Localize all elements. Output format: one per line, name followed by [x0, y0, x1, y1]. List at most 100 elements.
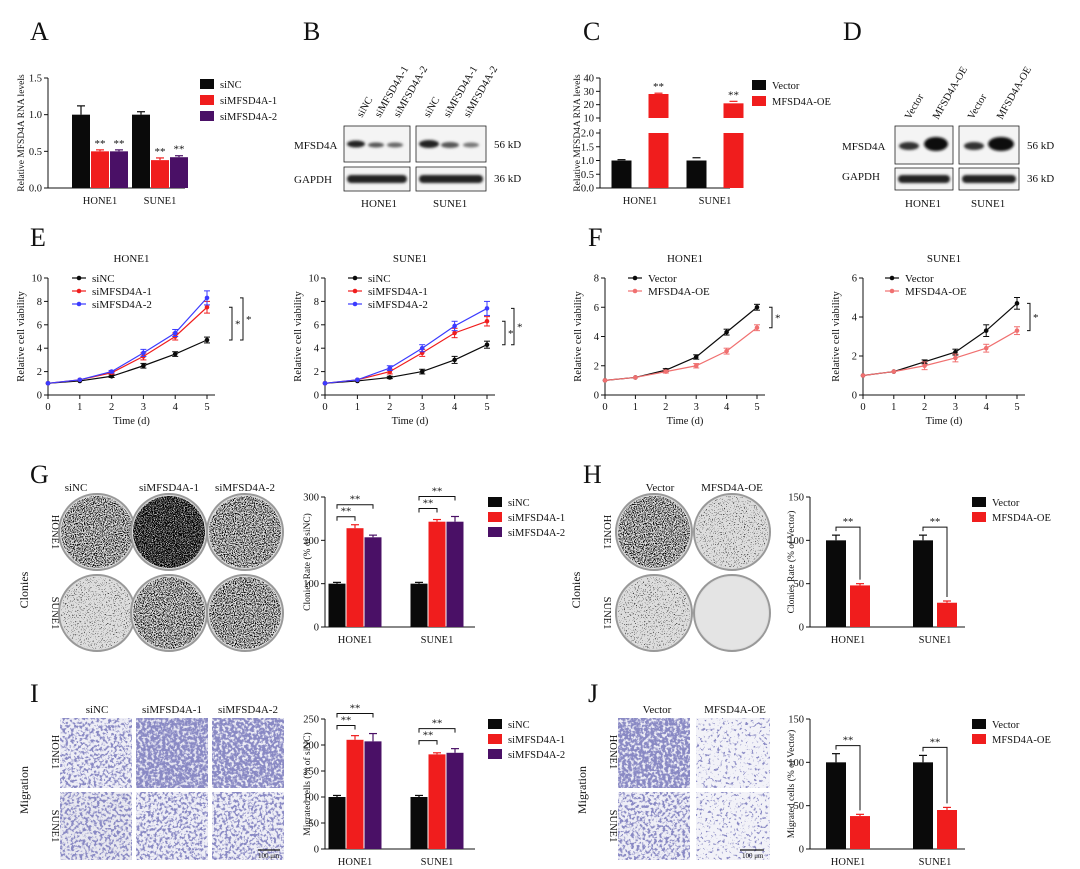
x-tick-label: SUNE1: [144, 196, 177, 207]
bar: [648, 133, 669, 188]
y-tick-label: 100: [788, 536, 804, 547]
img-j-col-label: Vector: [643, 704, 672, 716]
x-tick-label: HONE1: [83, 196, 117, 207]
significance-marker: **: [423, 499, 434, 510]
data-point: [891, 369, 897, 374]
chart-c-rna-levels: 0.0 0.5 1.0 1.5 2.0 10 20 30 40 HONE1 ** SUNE1 ** Rel…: [573, 74, 831, 208]
wb-d-protein-gapdh: GAPDH: [842, 171, 880, 183]
significance-bracket: [229, 306, 233, 341]
wb-d-lane-label: Vector: [966, 92, 989, 122]
migration-images-j: Vector MFSD4A-OE Migration HONE1 SUNE1 1…: [575, 704, 770, 860]
bar: [328, 583, 346, 627]
y-axis-label: Clonies Rate (% of siNC): [302, 513, 313, 611]
wb-d-lane-label: MFSD4A-OE: [931, 65, 970, 122]
x-tick-label: 5: [484, 402, 489, 413]
wb-band: [347, 175, 407, 183]
series-line: [862, 302, 1018, 377]
y-tick-label: 8: [594, 274, 599, 285]
significance-marker: *: [235, 319, 241, 331]
bar: [611, 160, 632, 188]
legend-marker: [632, 288, 638, 294]
significance-marker: *: [517, 322, 523, 334]
y-tick-label: 0: [594, 391, 599, 402]
bar: [91, 151, 109, 188]
data-point: [452, 323, 457, 329]
wb-band: [962, 175, 1016, 183]
significance-bracket: [835, 526, 861, 580]
colony-dish-texture: [618, 577, 690, 649]
data-point: [484, 342, 490, 347]
y-tick-label: 2.0: [581, 129, 594, 140]
wb-b-lane-label: siNC: [355, 95, 375, 119]
legend-label: Vector: [905, 273, 934, 285]
data-point: [387, 375, 393, 380]
legend-label: Vector: [992, 720, 1020, 731]
significance-marker: *: [508, 328, 514, 340]
migration-field-texture: [60, 718, 132, 788]
wb-d-cell-hone1: HONE1: [905, 198, 941, 210]
panel-letter-f: F: [588, 223, 602, 252]
bar: [364, 741, 382, 849]
y-tick-label: 50: [794, 579, 805, 590]
data-point: [754, 304, 760, 310]
data-point: [663, 369, 669, 374]
bar: [132, 114, 150, 188]
y-tick-label: 100: [303, 793, 319, 804]
migration-field-texture: [696, 718, 770, 788]
significance-bracket: [418, 508, 438, 513]
y-tick-label: 20: [584, 100, 595, 111]
y-tick-label: 1.5: [29, 74, 42, 85]
wb-band: [347, 140, 365, 148]
legend-marker: [76, 301, 82, 307]
chart-e-sune1-viability: SUNE1 0 2 4 6 8 10 0 1 2 3 4 5 Time (d) Relative cell …: [293, 253, 523, 427]
legend-label: Vector: [992, 498, 1020, 509]
wb-b-lane-label: siNC: [422, 95, 442, 119]
data-point: [754, 325, 760, 331]
chart-title: SUNE1: [393, 253, 427, 265]
x-tick-label: HONE1: [623, 196, 657, 207]
significance-marker: *: [246, 314, 252, 326]
significance-bracket: [336, 713, 374, 718]
colony-images-h: Vector MFSD4A-OE Clonies HONE1 SUNE1: [569, 482, 771, 652]
x-tick-label: 3: [420, 402, 425, 413]
wb-b-cell-sune1: SUNE1: [433, 198, 467, 210]
x-tick-label: 1: [355, 402, 360, 413]
bar: [850, 585, 870, 627]
migration-field-texture: [136, 718, 208, 788]
significance-marker: **: [423, 731, 434, 742]
data-point: [172, 351, 178, 357]
wb-b-lane-labels: siNC siMFSD4A-1 siMFSD4A-2 siNC siMFSD4A…: [355, 64, 500, 119]
data-point: [77, 377, 83, 383]
x-tick-label: SUNE1: [919, 635, 952, 646]
bar: [346, 528, 364, 627]
data-point: [724, 348, 729, 354]
x-tick-label: SUNE1: [421, 857, 454, 868]
x-tick-label: HONE1: [831, 857, 865, 868]
wb-band: [964, 142, 984, 150]
data-point: [322, 381, 328, 386]
wb-band: [899, 142, 919, 150]
x-tick-label: 4: [173, 402, 179, 413]
migration-field-texture: [618, 792, 690, 860]
data-point: [172, 330, 178, 336]
colony-dish-texture: [696, 577, 768, 649]
legend-swatch: [972, 719, 986, 729]
significance-marker: **: [843, 517, 854, 528]
y-axis-label: Migrated cells (% of Vector): [786, 730, 797, 839]
img-j-col-label: MFSD4A-OE: [704, 704, 766, 716]
img-i-col-label: siNC: [86, 704, 109, 716]
x-tick-label: 4: [724, 402, 730, 413]
y-tick-label: 6: [314, 320, 319, 331]
legend-label: siMFSD4A-2: [508, 528, 565, 539]
bar: [446, 521, 464, 627]
legend-label: siMFSD4A-1: [508, 735, 565, 746]
bar: [686, 160, 707, 188]
significance-marker: **: [350, 495, 361, 506]
data-point: [141, 350, 146, 356]
data-point: [693, 354, 699, 360]
x-tick-label: SUNE1: [699, 196, 732, 207]
wb-b-protein-mfsd4a: MFSD4A: [294, 140, 337, 152]
data-point: [141, 363, 146, 369]
significance-marker: **: [653, 81, 664, 93]
